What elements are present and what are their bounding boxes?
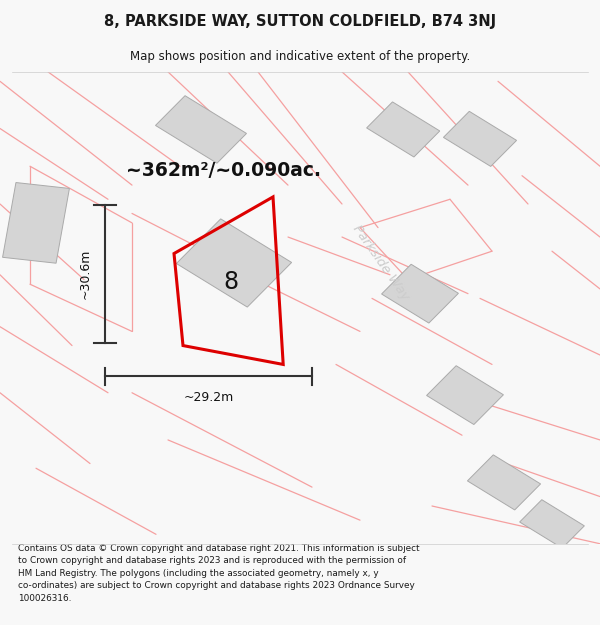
Polygon shape: [467, 455, 541, 510]
Text: 8: 8: [223, 270, 239, 294]
Text: Parkside Way: Parkside Way: [350, 223, 412, 303]
Polygon shape: [382, 264, 458, 323]
Polygon shape: [443, 111, 517, 166]
Polygon shape: [155, 96, 247, 163]
Polygon shape: [427, 366, 503, 424]
Text: 8, PARKSIDE WAY, SUTTON COLDFIELD, B74 3NJ: 8, PARKSIDE WAY, SUTTON COLDFIELD, B74 3…: [104, 14, 496, 29]
Text: ~29.2m: ~29.2m: [184, 391, 233, 404]
Polygon shape: [520, 500, 584, 548]
Text: Map shows position and indicative extent of the property.: Map shows position and indicative extent…: [130, 49, 470, 62]
Polygon shape: [367, 102, 440, 157]
Text: ~30.6m: ~30.6m: [79, 249, 92, 299]
Text: Contains OS data © Crown copyright and database right 2021. This information is : Contains OS data © Crown copyright and d…: [18, 544, 419, 602]
Polygon shape: [2, 182, 70, 263]
Polygon shape: [176, 219, 292, 307]
Text: ~362m²/~0.090ac.: ~362m²/~0.090ac.: [126, 161, 321, 181]
